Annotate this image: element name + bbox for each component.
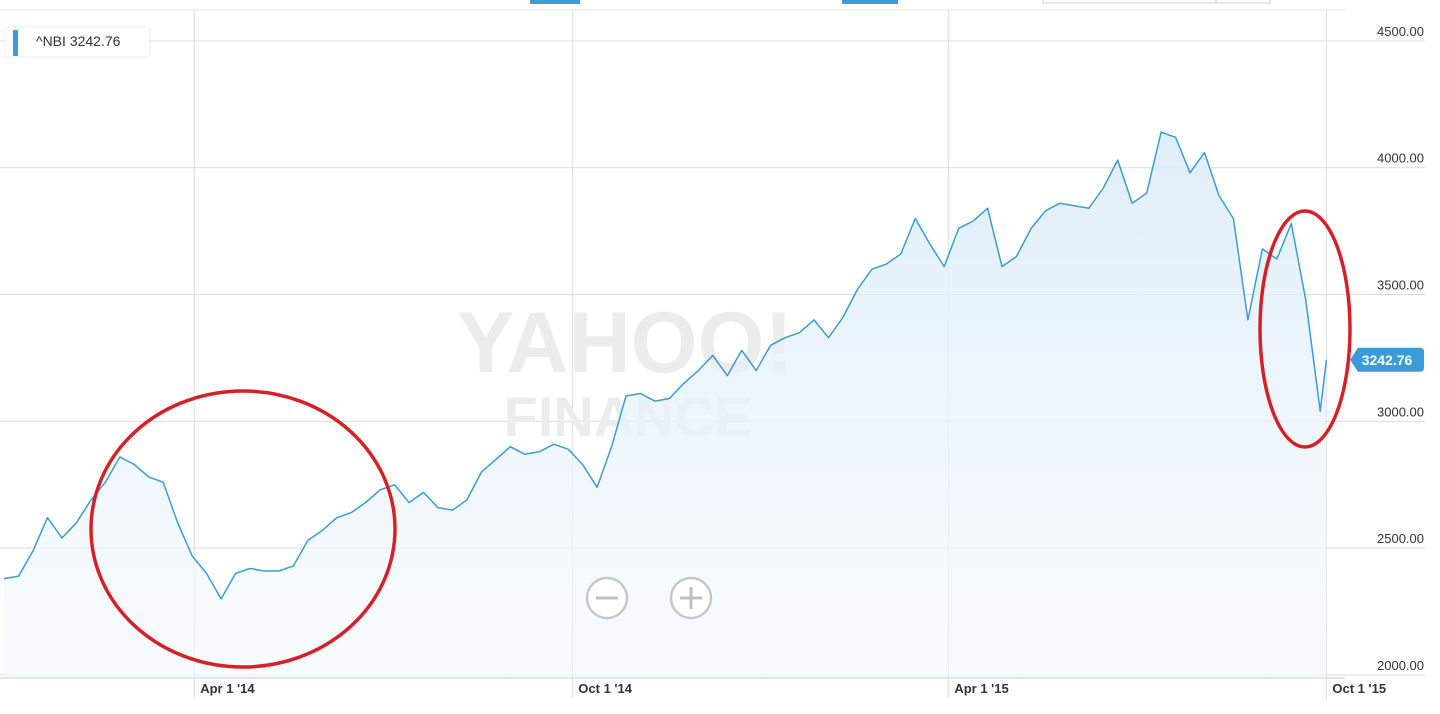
last-value-badge: 3242.76: [1350, 347, 1424, 372]
tab-indicator: [842, 0, 898, 4]
y-tick-label: 3000.00: [1377, 404, 1424, 419]
legend: ^NBI 3242.76: [4, 26, 151, 58]
legend-label: ^NBI 3242.76: [36, 33, 121, 49]
x-tick-label: Apr 1 '14: [200, 681, 255, 696]
legend-swatch: [13, 30, 18, 56]
x-tick-label: Oct 1 '14: [578, 681, 632, 696]
zoom-in-button[interactable]: [669, 576, 713, 620]
y-tick-label: 4500.00: [1377, 24, 1424, 39]
area: [4, 132, 1327, 678]
x-tick-label: Oct 1 '15: [1332, 681, 1386, 696]
line: [3, 131, 1328, 600]
y-tick-label: 2500.00: [1377, 531, 1424, 546]
legend-last-value: 3242.76: [70, 33, 121, 49]
badge-value: 3242.76: [1362, 352, 1413, 368]
series: [3, 131, 1328, 678]
y-tick-label: 2000.00: [1377, 658, 1424, 673]
highlight-circle: [1258, 209, 1352, 449]
x-tick-label: Apr 1 '15: [954, 681, 1008, 696]
y-tick-label: 4000.00: [1377, 151, 1424, 166]
badge-shape: [1350, 347, 1424, 372]
highlight-circle: [89, 389, 397, 669]
y-tick-label: 3500.00: [1377, 278, 1424, 293]
toolbar-box[interactable]: [1042, 0, 1271, 4]
zoom-out-button[interactable]: [585, 576, 629, 620]
tab-indicator: [530, 0, 580, 4]
legend-series-name: ^NBI: [36, 33, 66, 49]
legend-box: [4, 26, 151, 58]
